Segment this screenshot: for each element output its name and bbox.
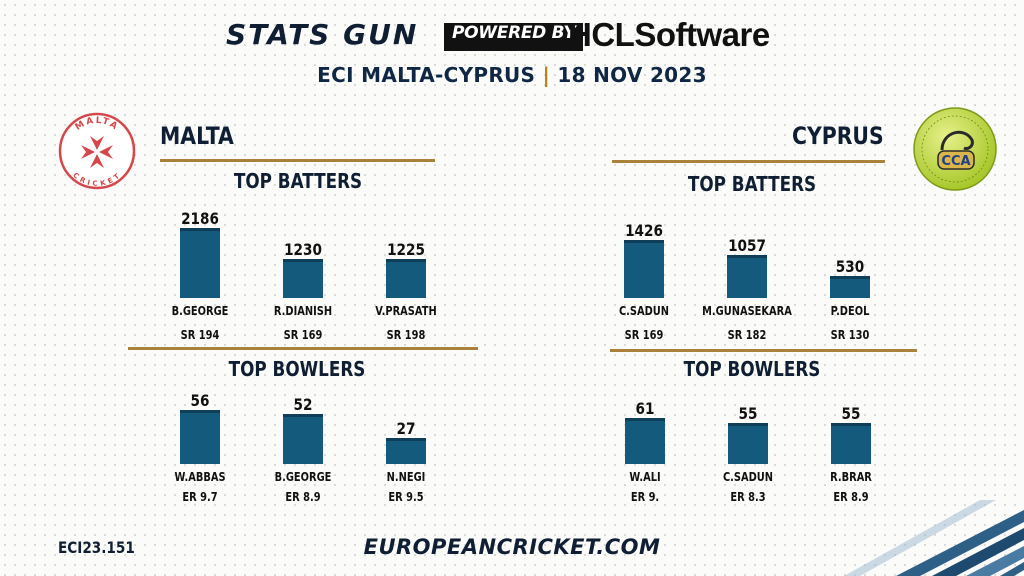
malta-top-batters-stat-v-prasath: SR 198 xyxy=(386,328,426,342)
cyprus-top-bowlers-label-c-sadun: C.SADUN xyxy=(722,470,774,484)
cyprus-top-batters-bar-m-gunasekara xyxy=(727,255,767,298)
cyprus-top-bowlers-bar-r-brar xyxy=(831,423,871,464)
malta-top-batters-value-r-dianish: 1230 xyxy=(284,240,322,259)
malta-bowlers-rule xyxy=(128,347,478,350)
graphic-code: ECI23.151 xyxy=(58,538,135,557)
cyprus-top-bowlers-value-r-brar: 55 xyxy=(841,404,861,423)
malta-top-bowlers-stat-w-abbas: ER 9.7 xyxy=(182,490,218,504)
malta-top-batters-label-v-prasath: V.PRASATH xyxy=(375,304,437,318)
malta-top-bowlers-stat-b-george: ER 8.9 xyxy=(285,490,321,504)
website-url[interactable]: EUROPEANCRICKET.COM xyxy=(363,535,661,559)
cyprus-top-batters-label-m-gunasekara: M.GUNASEKARA xyxy=(702,304,792,318)
cyprus-bowlers-title: TOP BOWLERS xyxy=(683,357,821,381)
cyprus-top-bowlers-value-c-sadun: 55 xyxy=(738,404,758,423)
malta-header-rule xyxy=(160,159,435,162)
cyprus-top-bowlers-stat-w-ali: ER 9. xyxy=(630,490,660,504)
malta-top-bowlers-value-b-george: 52 xyxy=(293,395,313,414)
malta-top-batters-stat-r-dianish: SR 169 xyxy=(283,328,323,342)
decorative-stripes xyxy=(844,500,1024,576)
malta-top-batters-stat-b-george: SR 194 xyxy=(180,328,220,342)
malta-top-batters-value-v-prasath: 1225 xyxy=(387,240,425,259)
match-date: 18 NOV 2023 xyxy=(557,63,707,87)
cyprus-top-batters-value-c-sadun: 1426 xyxy=(625,221,663,240)
malta-cricket-logo: MALTA CRICKET xyxy=(58,112,136,190)
malta-top-bowlers-label-b-george: B.GEORGE xyxy=(274,470,332,484)
match-subtitle: ECI MALTA-CYPRUS | 18 NOV 2023 xyxy=(0,63,1024,87)
malta-top-bowlers-label-w-abbas: W.ABBAS xyxy=(174,470,226,484)
malta-top-bowlers-label-n-negi: N.NEGI xyxy=(386,470,426,484)
cyprus-top-bowlers-bar-w-ali xyxy=(625,418,665,464)
malta-top-bowlers-stat-n-negi: ER 9.5 xyxy=(388,490,424,504)
malta-top-bowlers-bar-b-george xyxy=(283,414,323,464)
match-name: ECI MALTA-CYPRUS xyxy=(317,63,536,87)
powered-by-badge: POWERED BY xyxy=(444,23,584,51)
malta-top-batters-label-b-george: B.GEORGE xyxy=(171,304,229,318)
malta-top-bowlers-value-w-abbas: 56 xyxy=(190,391,210,410)
cyprus-top-batters-value-m-gunasekara: 1057 xyxy=(728,236,766,255)
malta-top-bowlers-bar-n-negi xyxy=(386,438,426,464)
cyprus-top-bowlers-label-w-ali: W.ALI xyxy=(629,470,661,484)
cyprus-top-bowlers-value-w-ali: 61 xyxy=(635,399,655,418)
cyprus-top-batters-stat-p-deol: SR 130 xyxy=(830,328,870,342)
cyprus-top-batters-label-p-deol: P.DEOL xyxy=(830,304,870,318)
malta-top-batters-bar-v-prasath xyxy=(386,259,426,298)
helmet-icon xyxy=(940,130,974,151)
cyprus-batters-title: TOP BATTERS xyxy=(687,172,817,196)
stats-gun-logo: STATS GUN xyxy=(226,18,419,51)
cyprus-top-batters-bar-p-deol xyxy=(830,276,870,298)
team-name-cyprus: CYPRUS xyxy=(792,122,884,150)
cyprus-top-batters-stat-c-sadun: SR 169 xyxy=(624,328,664,342)
cyprus-top-batters-stat-m-gunasekara: SR 182 xyxy=(727,328,767,342)
cyprus-header-rule xyxy=(612,160,885,163)
cyprus-top-bowlers-bar-c-sadun xyxy=(728,423,768,464)
cyprus-top-batters-label-c-sadun: C.SADUN xyxy=(618,304,670,318)
cyprus-top-bowlers-stat-r-brar: ER 8.9 xyxy=(833,490,869,504)
malta-top-batters-label-r-dianish: R.DIANISH xyxy=(273,304,333,318)
cca-badge-text: CCA xyxy=(941,154,970,169)
malta-top-batters-bar-b-george xyxy=(180,228,220,298)
cyprus-top-bowlers-label-r-brar: R.BRAR xyxy=(830,470,872,484)
cyprus-top-batters-value-p-deol: 530 xyxy=(835,257,865,276)
team-name-malta: MALTA xyxy=(160,122,234,150)
malta-bowlers-title: TOP BOWLERS xyxy=(228,357,366,381)
cyprus-bowlers-rule xyxy=(610,349,917,352)
malta-top-bowlers-bar-w-abbas xyxy=(180,410,220,464)
subtitle-separator: | xyxy=(542,63,551,87)
maltese-cross-icon xyxy=(81,136,113,168)
hcl-software-logo: HCLSoftware xyxy=(568,16,770,53)
malta-top-batters-bar-r-dianish xyxy=(283,259,323,298)
cyprus-cricket-logo: CCA xyxy=(913,107,997,191)
malta-top-batters-value-b-george: 2186 xyxy=(181,209,219,228)
malta-batters-title: TOP BATTERS xyxy=(233,169,363,193)
cyprus-top-batters-bar-c-sadun xyxy=(624,240,664,298)
malta-top-bowlers-value-n-negi: 27 xyxy=(396,419,416,438)
cyprus-top-bowlers-stat-c-sadun: ER 8.3 xyxy=(730,490,766,504)
header: STATS GUN POWERED BY HCLSoftware xyxy=(0,14,1024,58)
